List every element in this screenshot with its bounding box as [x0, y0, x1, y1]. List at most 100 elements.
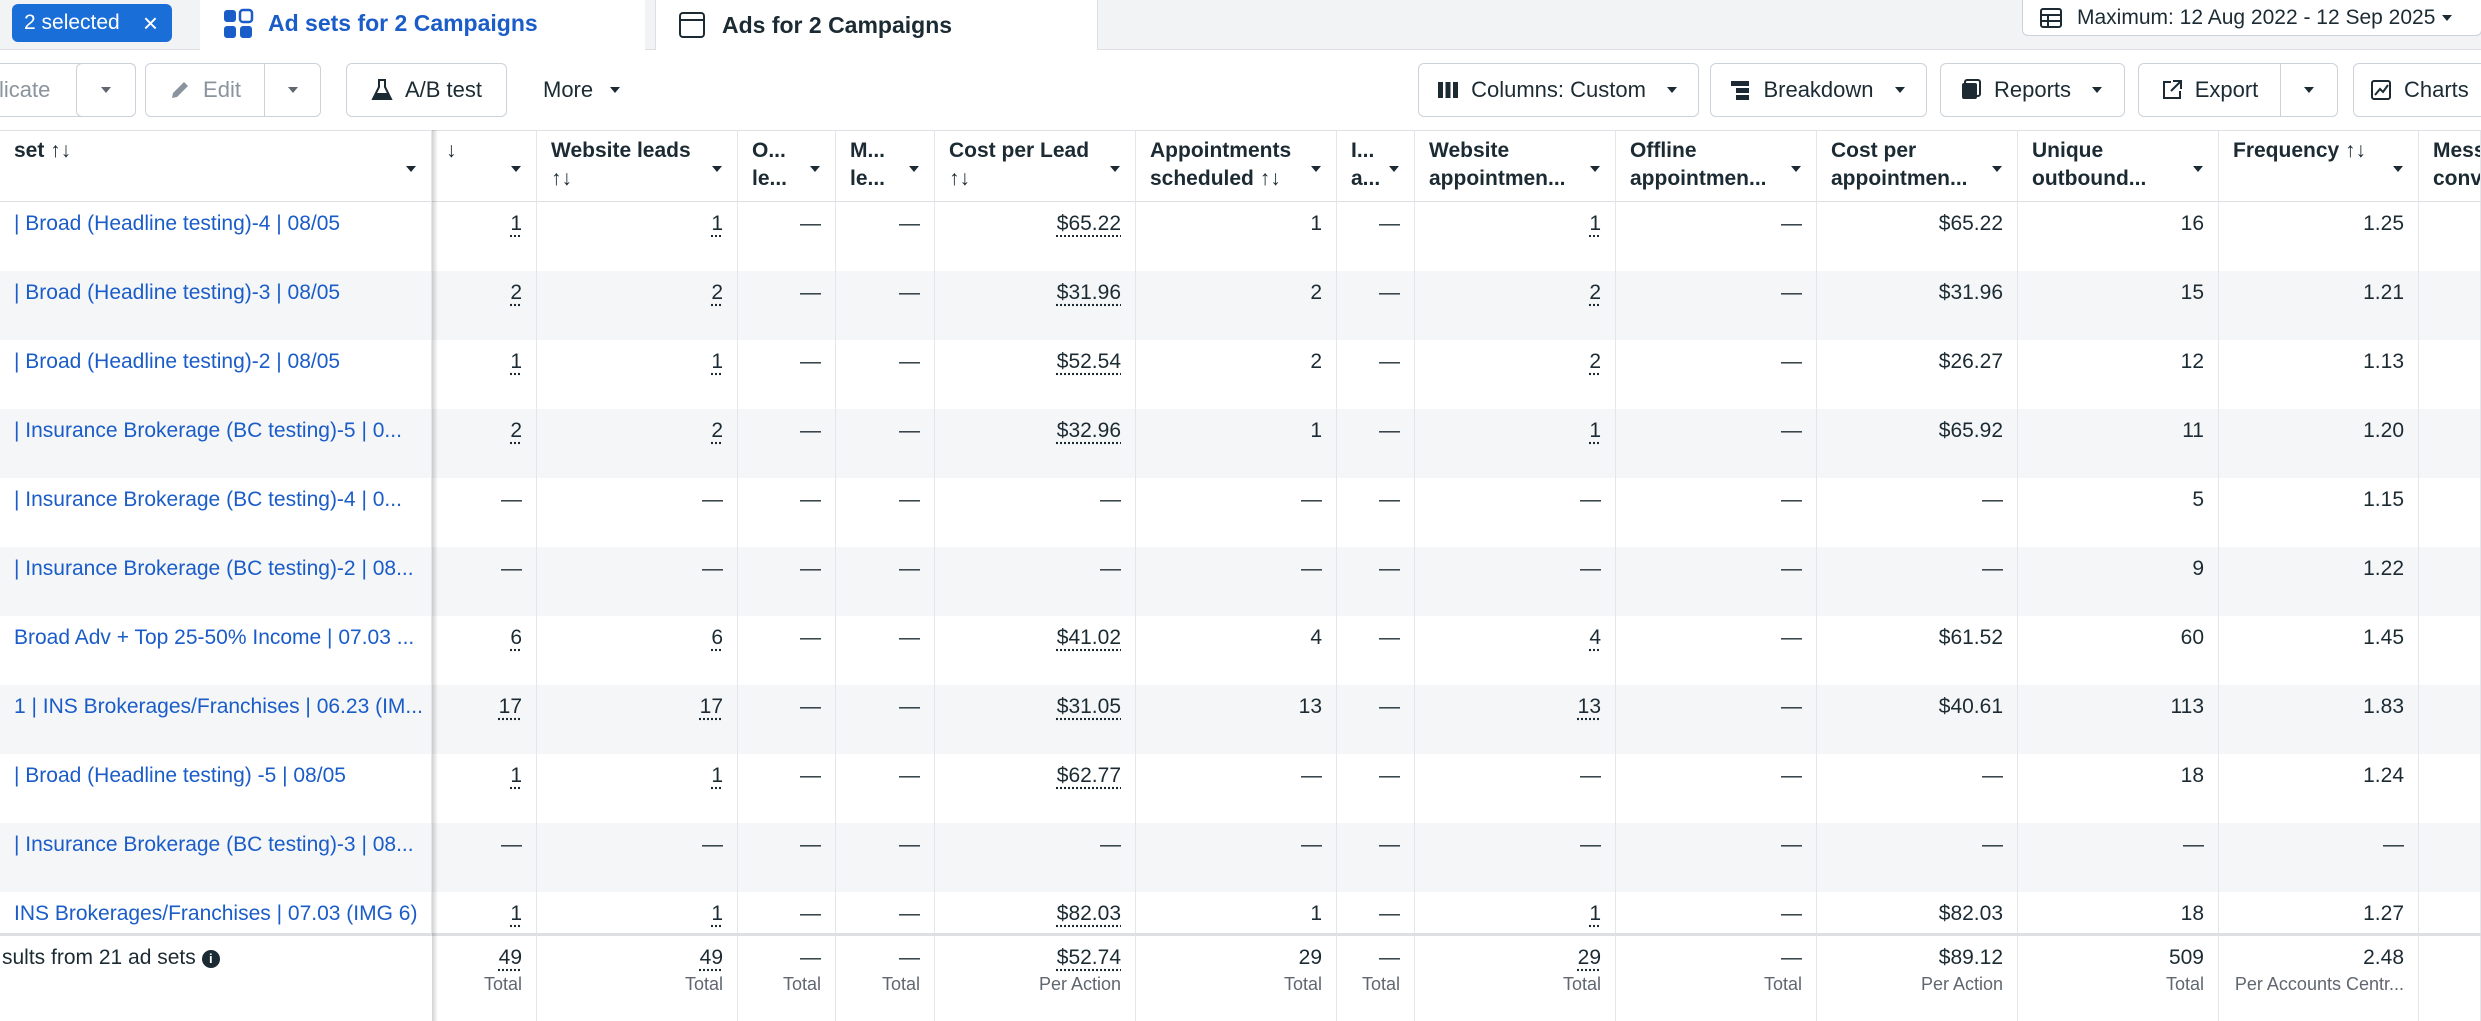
reports-button[interactable]: Reports [1940, 63, 2125, 117]
table-row[interactable]: | Broad (Headline testing)-2 | 08/05 1 1 — —… [0, 340, 2481, 409]
cell-value[interactable]: 1 [711, 902, 723, 925]
chevron-down-icon[interactable] [1386, 157, 1402, 185]
selected-count-chip[interactable]: 2 selected × [12, 4, 172, 42]
ad-set-name-cell[interactable]: | Insurance Brokerage (BC testing)-4 | 0… [0, 478, 432, 547]
ad-set-name-cell[interactable]: 1 | INS Brokerages/Franchises | 06.23 (I… [0, 685, 432, 754]
tab-ad-sets[interactable]: Ad sets for 2 Campaigns [200, 0, 645, 50]
ad-set-name-link[interactable]: | Broad (Headline testing)-3 | 08/05 [14, 281, 341, 304]
column-header-offline-leads[interactable]: O... le... [738, 130, 836, 202]
ad-set-name-link[interactable]: | Insurance Brokerage (BC testing)-4 | 0… [14, 488, 402, 511]
cell-value[interactable]: 1 [510, 764, 522, 787]
cell-value[interactable]: 17 [699, 695, 723, 718]
chevron-down-icon[interactable] [1107, 157, 1123, 185]
chevron-down-icon[interactable] [807, 157, 823, 185]
edit-dropdown-button[interactable] [264, 63, 321, 117]
column-header-website-leads[interactable]: Website leads ↑↓ [537, 130, 738, 202]
ad-set-name-cell[interactable]: | Insurance Brokerage (BC testing)-2 | 0… [0, 547, 432, 616]
table-row[interactable]: | Insurance Brokerage (BC testing)-4 | 0… [0, 478, 2481, 547]
ad-set-name-cell[interactable]: | Insurance Brokerage (BC testing)-5 | 0… [0, 409, 432, 478]
cell-value[interactable]: $32.96 [1056, 419, 1121, 442]
info-icon[interactable]: i [201, 950, 220, 968]
column-header-inapp[interactable]: I... a... [1337, 130, 1415, 202]
cell-value[interactable]: 1 [711, 350, 723, 373]
ad-set-name-link[interactable]: | Broad (Headline testing)-2 | 08/05 [14, 350, 341, 373]
ab-test-button[interactable]: A/B test [346, 63, 507, 117]
table-row[interactable]: | Insurance Brokerage (BC testing)-3 | 0… [0, 823, 2481, 892]
breakdown-button[interactable]: Breakdown [1710, 63, 1927, 117]
cell-value[interactable]: $62.77 [1056, 764, 1121, 787]
cell-value[interactable]: $41.02 [1056, 626, 1121, 649]
cell-value[interactable]: $52.54 [1056, 350, 1121, 373]
column-header-cost-per-appt[interactable]: Cost per appointmen... [1817, 130, 2018, 202]
cell-value[interactable]: 2 [510, 281, 522, 304]
chevron-down-icon[interactable] [1308, 157, 1324, 185]
chevron-down-icon[interactable] [508, 157, 524, 185]
ad-set-name-link[interactable]: INS Brokerages/Franchises | 07.03 (IMG 6… [14, 902, 418, 925]
table-row[interactable]: | Broad (Headline testing) -5 | 08/05 1 1 —… [0, 754, 2481, 823]
column-header-results[interactable]: ↓ [432, 130, 537, 202]
cell-value[interactable]: $31.05 [1056, 695, 1121, 718]
ad-set-name-cell[interactable]: | Broad (Headline testing) -5 | 08/05 [0, 754, 432, 823]
ad-set-name-cell[interactable]: INS Brokerages/Franchises | 07.03 (IMG 6… [0, 892, 432, 961]
cell-value[interactable]: 13 [1577, 695, 1601, 718]
cell-value[interactable]: 1 [1589, 212, 1601, 235]
cell-value[interactable]: 1 [510, 902, 522, 925]
cell-value[interactable]: 1 [1589, 419, 1601, 442]
ad-set-name-link[interactable]: | Insurance Brokerage (BC testing)-2 | 0… [14, 557, 414, 580]
cell-value[interactable]: $65.22 [1056, 212, 1121, 235]
tab-ads[interactable]: Ads for 2 Campaigns [655, 0, 1098, 50]
export-button[interactable]: Export [2138, 63, 2281, 117]
ad-set-name-cell[interactable]: | Broad (Headline testing)-3 | 08/05 [0, 271, 432, 340]
columns-button[interactable]: Columns: Custom [1418, 63, 1699, 117]
chevron-down-icon[interactable] [1788, 157, 1804, 185]
column-header-messaging-leads[interactable]: M... le... [836, 130, 935, 202]
column-header-appointments[interactable]: Appointments scheduled ↑↓ [1136, 130, 1337, 202]
chevron-down-icon[interactable] [709, 157, 725, 185]
export-dropdown-button[interactable] [2280, 63, 2338, 117]
ad-set-name-link[interactable]: | Broad (Headline testing)-4 | 08/05 [14, 212, 341, 235]
ad-set-name-link[interactable]: Broad Adv + Top 25-50% Income | 07.03 ..… [14, 626, 415, 649]
table-row[interactable]: INS Brokerages/Franchises | 07.03 (IMG 6… [0, 892, 2481, 961]
column-header-cost-per-lead[interactable]: Cost per Lead ↑↓ [935, 130, 1136, 202]
cell-value[interactable]: 2 [1589, 350, 1601, 373]
chevron-down-icon[interactable] [1587, 157, 1603, 185]
cell-value[interactable]: 17 [498, 695, 522, 718]
cell-value[interactable]: 1 [711, 212, 723, 235]
ad-set-name-cell[interactable]: | Broad (Headline testing)-4 | 08/05 [0, 202, 432, 271]
charts-button[interactable]: Charts [2353, 63, 2481, 117]
ad-set-name-cell[interactable]: | Broad (Headline testing)-2 | 08/05 [0, 340, 432, 409]
chevron-down-icon[interactable] [906, 157, 922, 185]
more-button[interactable]: More [543, 63, 623, 117]
column-header-website-appts[interactable]: Website appointmen... [1415, 130, 1616, 202]
table-row[interactable]: Broad Adv + Top 25-50% Income | 07.03 ..… [0, 616, 2481, 685]
edit-button[interactable]: Edit [145, 63, 265, 117]
ad-set-name-cell[interactable]: Broad Adv + Top 25-50% Income | 07.03 ..… [0, 616, 432, 685]
close-icon[interactable]: × [142, 8, 158, 38]
cell-value[interactable]: 2 [711, 281, 723, 304]
table-row[interactable]: | Insurance Brokerage (BC testing)-2 | 0… [0, 547, 2481, 616]
table-row[interactable]: | Broad (Headline testing)-4 | 08/05 1 1 — —… [0, 202, 2481, 271]
cell-value[interactable]: 1 [1589, 902, 1601, 925]
cell-value[interactable]: 2 [510, 419, 522, 442]
cell-value[interactable]: 1 [510, 350, 522, 373]
column-header-frequency[interactable]: Frequency ↑↓ [2219, 130, 2419, 202]
cell-value[interactable]: $82.03 [1056, 902, 1121, 925]
ad-set-name-link[interactable]: | Broad (Headline testing) -5 | 08/05 [14, 764, 346, 787]
column-header-offline-appts[interactable]: Offline appointmen... [1616, 130, 1817, 202]
table-row[interactable]: | Insurance Brokerage (BC testing)-5 | 0… [0, 409, 2481, 478]
chevron-down-icon[interactable] [1989, 157, 2005, 185]
column-header-unique-outbound[interactable]: Unique outbound... [2018, 130, 2219, 202]
cell-value[interactable]: 6 [510, 626, 522, 649]
cell-value[interactable]: 6 [711, 626, 723, 649]
ad-set-name-link[interactable]: 1 | INS Brokerages/Franchises | 06.23 (I… [14, 695, 423, 718]
cell-value[interactable]: 1 [510, 212, 522, 235]
cell-value[interactable]: 4 [1589, 626, 1601, 649]
chevron-down-icon[interactable] [2190, 157, 2206, 185]
ad-set-name-link[interactable]: | Insurance Brokerage (BC testing)-5 | 0… [14, 419, 402, 442]
duplicate-dropdown-button[interactable] [76, 63, 136, 117]
column-header-messaging[interactable]: Mess conv [2419, 130, 2481, 202]
chevron-down-icon[interactable] [403, 157, 419, 185]
table-row[interactable]: 1 | INS Brokerages/Franchises | 06.23 (I… [0, 685, 2481, 754]
cell-value[interactable]: $31.96 [1056, 281, 1121, 304]
table-row[interactable]: | Broad (Headline testing)-3 | 08/05 2 2 — —… [0, 271, 2481, 340]
